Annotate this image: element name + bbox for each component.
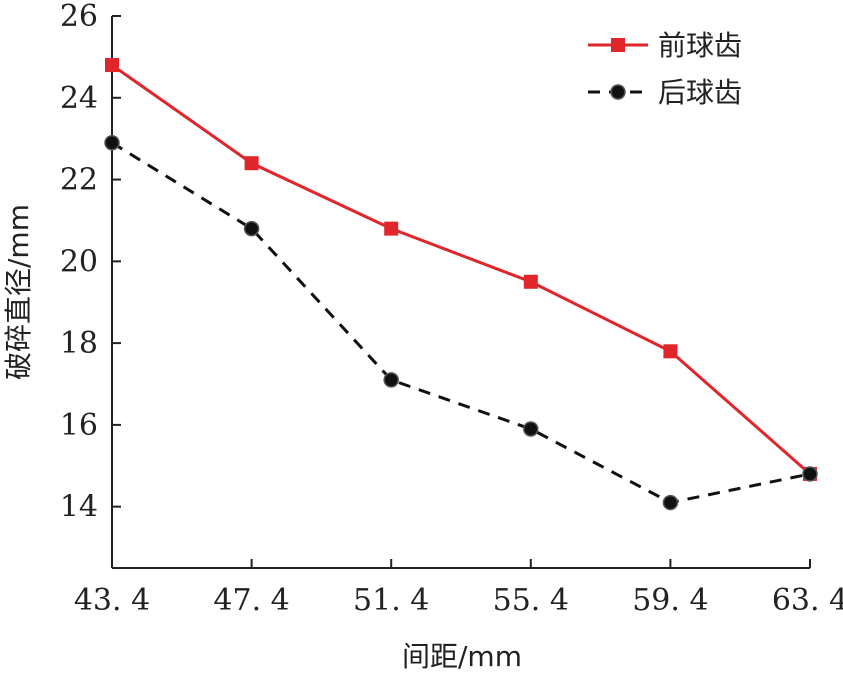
data-point-circle — [523, 421, 539, 437]
x-tick-label: 55. 4 — [493, 583, 569, 618]
x-axis-title: 间距/mm — [402, 640, 522, 673]
legend-label-0: 前球齿 — [658, 29, 742, 62]
x-tick-label: 43. 4 — [74, 583, 150, 618]
legend-marker-circle — [610, 84, 626, 100]
data-point-circle — [104, 135, 120, 151]
y-tick-label: 18 — [60, 326, 98, 361]
legend-marker-square — [611, 38, 625, 52]
data-point-circle — [383, 372, 399, 388]
x-ticks: 43. 4 47. 4 51. 4 55. 4 59. 4 63. 4 — [74, 559, 843, 618]
y-tick-label: 26 — [60, 0, 98, 34]
series-layer — [104, 58, 818, 511]
series-line-0 — [111, 63, 811, 476]
y-tick-label: 22 — [60, 163, 98, 198]
data-point-square — [105, 58, 119, 73]
data-point-circle — [662, 494, 679, 511]
data-point-square — [663, 344, 678, 359]
data-point-square — [244, 156, 259, 171]
y-tick-label: 14 — [60, 490, 98, 525]
data-point-square — [384, 221, 399, 236]
data-point-circle — [243, 220, 260, 237]
legend-label-1: 后球齿 — [658, 76, 742, 109]
y-tick-label: 16 — [60, 408, 98, 443]
series-line-1 — [111, 141, 811, 505]
y-axis-title: 破碎直径/mm — [2, 204, 35, 380]
x-tick-label: 51. 4 — [353, 583, 429, 618]
x-tick-label: 59. 4 — [632, 583, 708, 618]
x-tick-label: 63. 4 — [772, 583, 843, 618]
y-tick-label: 24 — [60, 81, 98, 116]
x-tick-label: 47. 4 — [213, 583, 289, 618]
axes — [111, 16, 810, 569]
data-point-square — [523, 274, 538, 289]
data-point-circle — [802, 466, 818, 482]
y-ticks: 14 16 18 20 22 24 26 — [60, 0, 121, 525]
y-tick-label: 20 — [60, 244, 98, 279]
